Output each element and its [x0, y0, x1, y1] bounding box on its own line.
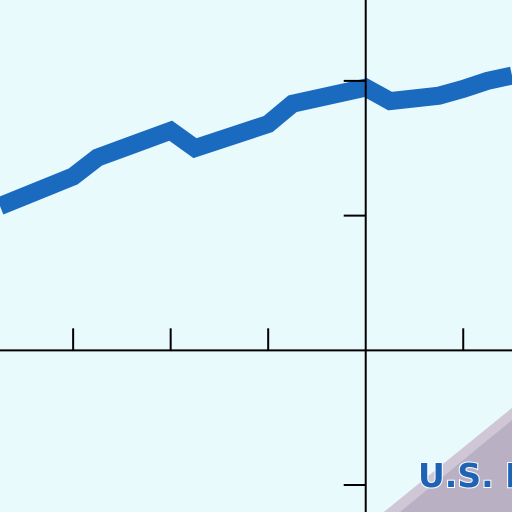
watermark: U.S. F — [384, 408, 512, 512]
series-line — [0, 66, 512, 215]
watermark-band-highlight — [384, 408, 512, 512]
curve-layer — [0, 66, 512, 215]
watermark-text: U.S. F — [418, 456, 512, 495]
